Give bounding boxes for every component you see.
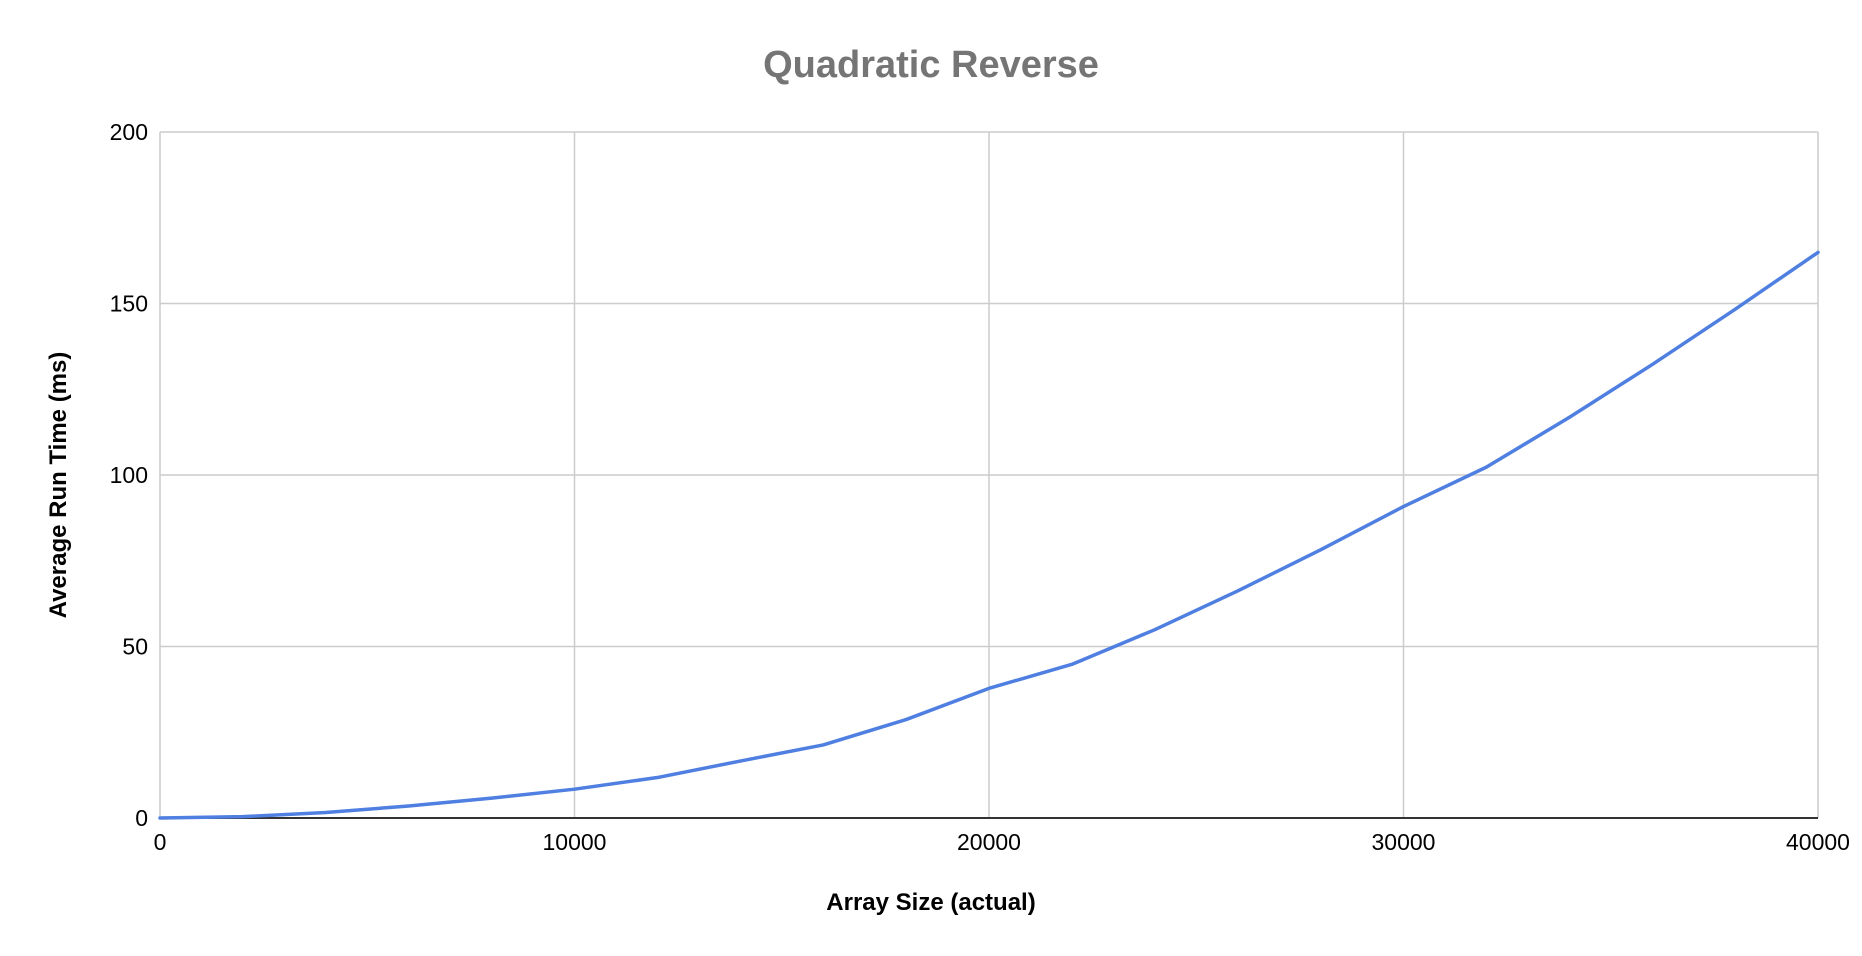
x-tick-label: 20000 [957, 829, 1021, 855]
data-point [1402, 505, 1405, 509]
data-point [324, 811, 328, 815]
y-tick-label: 0 [135, 805, 148, 831]
x-tick-label: 30000 [1372, 829, 1436, 855]
series-layer [158, 250, 1820, 820]
x-tick-label: 10000 [543, 829, 607, 855]
grid-lines [159, 131, 1819, 818]
tick-labels: 0 50 100 150 200 0 10000 20000 30000 40000 [110, 119, 1850, 855]
data-point [407, 804, 411, 808]
data-point [1319, 548, 1323, 552]
data-point [1733, 307, 1737, 311]
y-tick-label: 200 [110, 119, 148, 145]
data-point [655, 776, 659, 780]
data-point [1650, 363, 1654, 367]
data-point [1816, 250, 1820, 254]
data-point [1236, 589, 1240, 593]
data-point [1153, 628, 1157, 632]
y-tick-label: 150 [110, 291, 148, 317]
chart-title: Quadratic Reverse [763, 44, 1099, 86]
data-point [821, 743, 825, 747]
x-axis-title: Array Size (actual) [826, 889, 1035, 916]
x-tick-label: 0 [154, 829, 167, 855]
x-tick-label: 40000 [1786, 829, 1850, 855]
y-tick-label: 100 [110, 462, 148, 488]
data-point [490, 796, 494, 800]
data-point [904, 718, 908, 722]
data-point [241, 815, 245, 819]
data-point [1484, 465, 1488, 469]
data-point [1070, 662, 1074, 666]
data-point [738, 759, 742, 763]
y-tick-label: 50 [122, 634, 148, 660]
data-point [573, 787, 576, 791]
data-point [1567, 415, 1571, 419]
y-axis-title: Average Run Time (ms) [45, 352, 72, 619]
data-point [987, 686, 991, 690]
data-point [158, 816, 162, 820]
